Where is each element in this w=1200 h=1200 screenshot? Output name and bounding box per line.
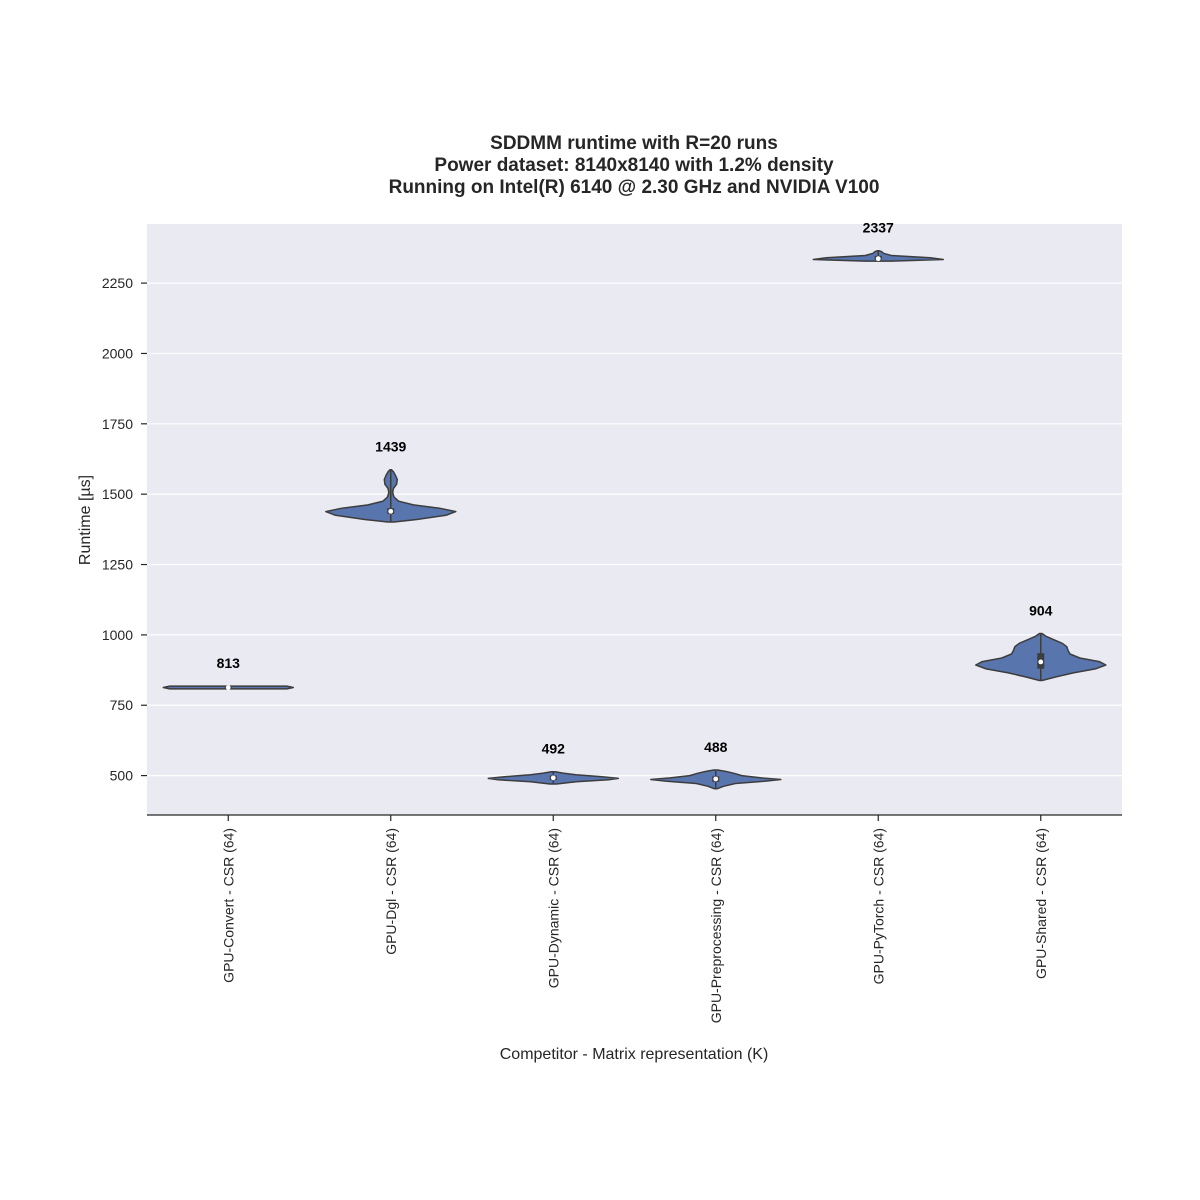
median-labels: 813 1439 492 488 2337 904 — [217, 220, 1053, 757]
y-tick-label: 1000 — [102, 627, 133, 643]
x-axis-ticks: GPU-Convert - CSR (64) GPU-Dgl - CSR (64)… — [220, 815, 1049, 1023]
x-tick-label: GPU-Convert - CSR (64) — [220, 828, 236, 983]
x-tick-label: GPU-Dgl - CSR (64) — [383, 828, 399, 955]
x-tick-label: GPU-Dynamic - CSR (64) — [545, 828, 561, 988]
chart-title: SDDMM runtime with R=20 runs Power datas… — [389, 133, 880, 198]
y-tick-label: 1250 — [102, 557, 133, 573]
violin-median-dot — [1038, 659, 1044, 665]
title-line-2: Power dataset: 8140x8140 with 1.2% densi… — [434, 155, 834, 176]
y-tick-label: 2250 — [102, 275, 133, 291]
y-tick-label: 1500 — [102, 486, 133, 502]
median-label: 488 — [704, 739, 728, 755]
title-line-3: Running on Intel(R) 6140 @ 2.30 GHz and … — [389, 177, 880, 198]
violin-median-dot — [225, 685, 231, 690]
y-tick-label: 2000 — [102, 345, 133, 361]
y-tick-label: 750 — [110, 697, 134, 713]
median-label: 813 — [217, 655, 241, 671]
violin-median-dot — [875, 256, 881, 262]
y-tick-label: 1750 — [102, 416, 133, 432]
y-axis-ticks: 500 750 1000 1250 1500 1750 2000 2250 — [102, 275, 147, 784]
median-label: 1439 — [375, 439, 406, 455]
violins — [162, 249, 1107, 790]
median-label: 492 — [542, 741, 566, 757]
x-tick-label: GPU-PyTorch - CSR (64) — [870, 828, 886, 984]
median-label: 2337 — [863, 220, 894, 236]
y-tick-label: 500 — [110, 768, 134, 784]
median-label: 904 — [1029, 602, 1053, 618]
violin-median-dot — [713, 776, 719, 782]
x-tick-label: GPU-Preprocessing - CSR (64) — [708, 828, 724, 1023]
plot-area — [147, 224, 1122, 815]
grid — [147, 282, 1122, 777]
x-axis-label: Competitor - Matrix representation (K) — [500, 1046, 769, 1063]
violin-median-dot — [550, 775, 556, 781]
violin-median-dot — [388, 508, 394, 514]
title-line-1: SDDMM runtime with R=20 runs — [490, 133, 778, 154]
x-tick-label: GPU-Shared - CSR (64) — [1033, 828, 1049, 979]
y-axis-label: Runtime [µs] — [77, 475, 94, 565]
